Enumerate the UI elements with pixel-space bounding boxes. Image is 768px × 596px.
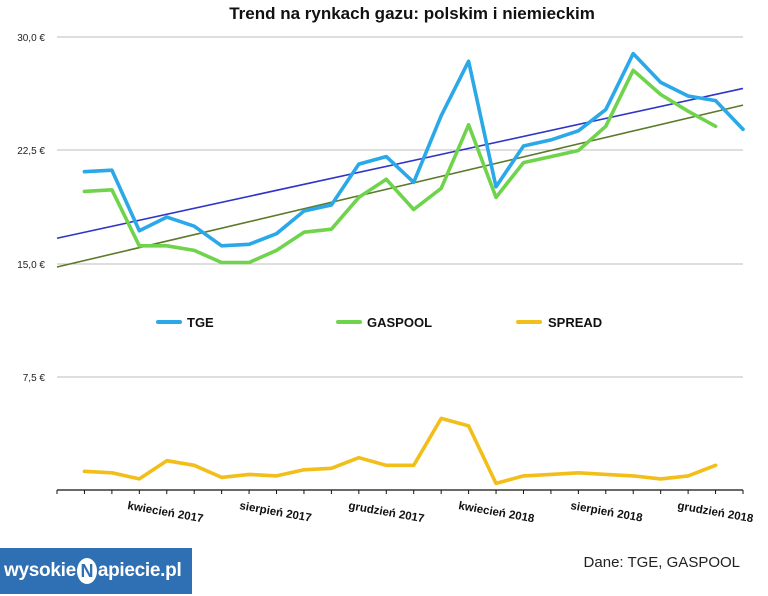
legend-label-spread: SPREAD xyxy=(548,315,602,330)
site-logo[interactable]: wysokie N apiecie.pl xyxy=(0,548,192,594)
chart-title: Trend na rynkach gazu: polskim i niemiec… xyxy=(229,4,595,23)
x-tick-label: kwiecień 2018 xyxy=(457,500,535,525)
logo-text-left: wysokie xyxy=(4,560,76,581)
y-axis: 30,0 € 22,5 € 15,0 € 7,5 € xyxy=(17,33,743,384)
tge-trend-line xyxy=(56,87,744,240)
x-axis xyxy=(56,489,744,494)
series-line-tge xyxy=(82,51,745,248)
series-line-spread xyxy=(82,416,718,486)
y-tick-label: 30,0 € xyxy=(17,33,45,44)
trendlines xyxy=(56,87,744,268)
y-tick-label: 22,5 € xyxy=(17,146,45,157)
data-source: Dane: TGE, GASPOOL xyxy=(584,554,740,571)
y-tick-label: 7,5 € xyxy=(23,373,46,384)
x-tick-label: sierpień 2017 xyxy=(238,500,312,524)
y-tick-label: 15,0 € xyxy=(17,260,45,271)
gaspool-trend-line xyxy=(56,104,744,268)
series-line-gaspool xyxy=(82,68,718,265)
legend-label-gaspool: GASPOOL xyxy=(367,315,432,330)
x-tick-label: sierpień 2018 xyxy=(569,500,643,525)
legend: TGE GASPOOL SPREAD xyxy=(156,315,602,330)
series-lines xyxy=(82,51,745,486)
legend-label-tge: TGE xyxy=(187,315,214,330)
lightning-bolt-icon: N xyxy=(76,558,97,584)
x-tick-label: grudzień 2018 xyxy=(676,500,754,525)
logo-text-right: apiecie.pl xyxy=(97,560,182,581)
x-tick-label: kwiecień 2017 xyxy=(126,500,204,525)
x-tick-label: grudzień 2017 xyxy=(347,500,425,525)
